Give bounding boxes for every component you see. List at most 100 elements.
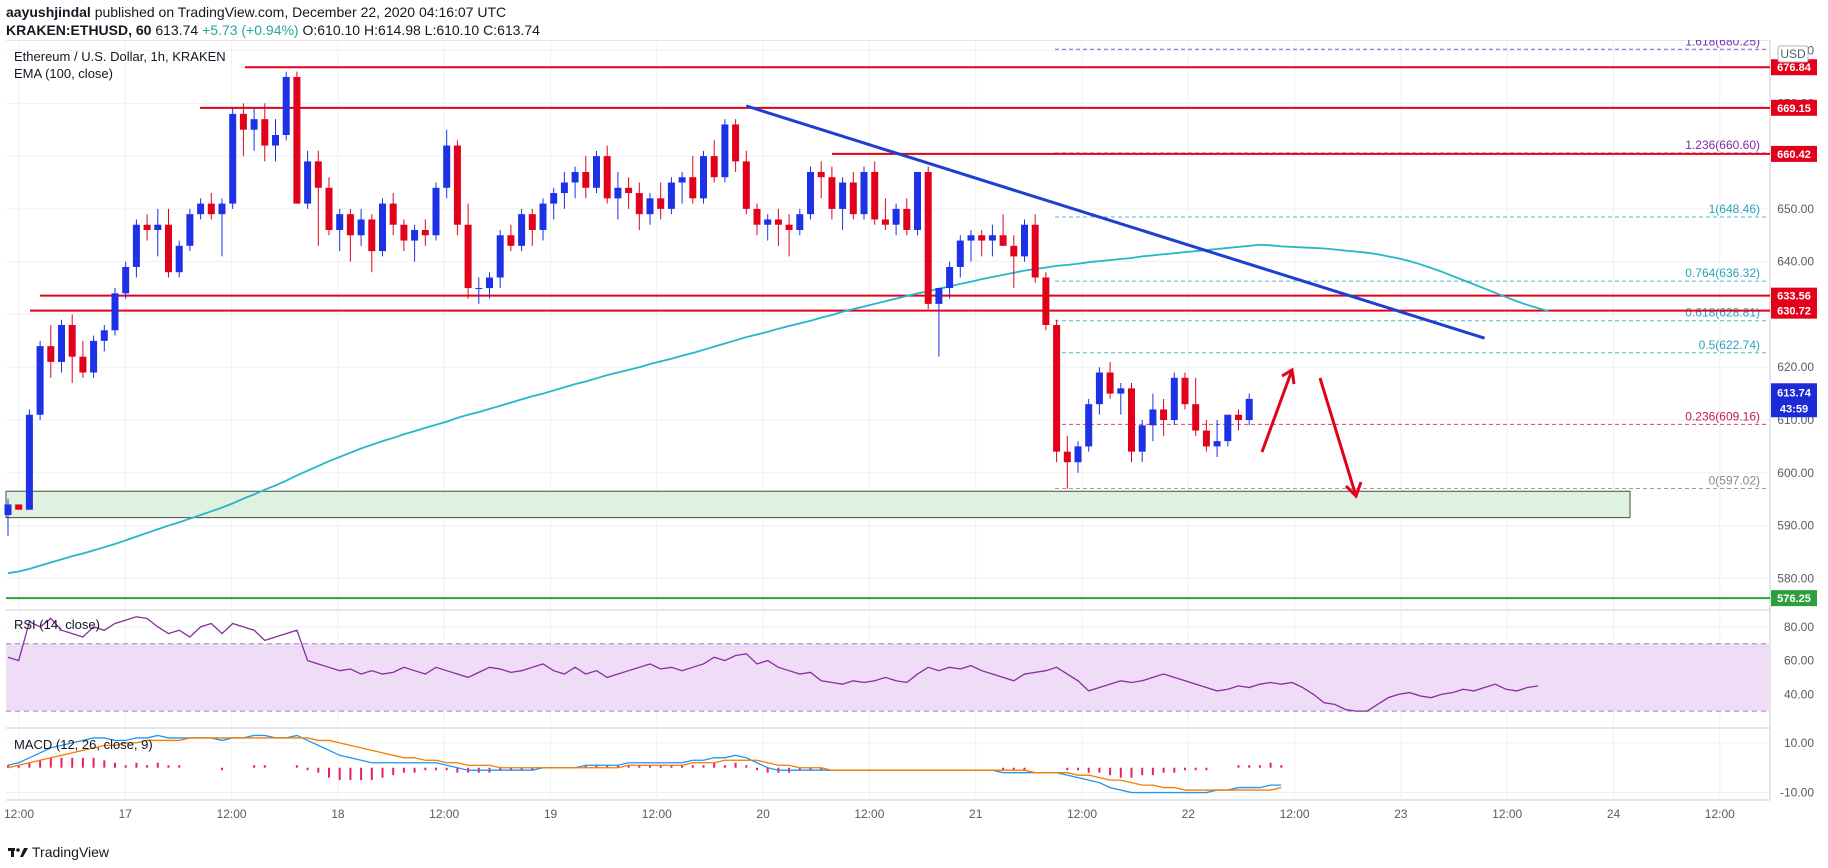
candle-body	[764, 219, 772, 225]
candle-body	[539, 203, 547, 230]
candle-body	[443, 145, 451, 188]
annotation-layer-front	[745, 104, 1486, 499]
time-tick-label: 12:00	[642, 807, 672, 821]
ema-100-line	[7, 243, 1550, 574]
chart-area[interactable]: 1.618(680.25) 1.236(660.60) 1(648.46) 0.764…	[0, 40, 1828, 836]
candle-body	[36, 346, 44, 415]
candle-body	[250, 119, 258, 130]
candle-body	[100, 330, 108, 341]
candle-body	[614, 187, 622, 199]
candle-body	[486, 277, 493, 289]
price-tag	[1771, 590, 1817, 607]
time-tick-label: 20	[756, 807, 770, 821]
time-tick-label: 12:00	[1492, 807, 1522, 821]
candle-body	[710, 156, 718, 178]
candle-body	[336, 214, 344, 230]
candle-body	[871, 171, 879, 220]
candle-body	[25, 414, 33, 510]
fib-level-label: 1.618(680.25)	[1685, 40, 1760, 48]
candle-body	[421, 230, 429, 236]
time-tick-label: 12:00	[1280, 807, 1310, 821]
candle-body	[1053, 325, 1061, 452]
candle-body	[1213, 441, 1221, 447]
price-tag	[1771, 302, 1817, 319]
candle-body	[732, 124, 740, 162]
candle-body	[282, 76, 290, 135]
tradingview-logo-icon	[8, 848, 28, 857]
price-tag-label: 669.15	[1777, 103, 1811, 115]
candle-body	[1128, 388, 1135, 452]
fib-level-label: 0.764(636.32)	[1685, 266, 1760, 280]
candle-body	[978, 235, 986, 241]
time-tick-label: 18	[331, 807, 345, 821]
quote-line: KRAKEN:ETHUSD, 60 613.74 +5.73 (+0.94%) …	[6, 22, 540, 38]
legend-layer: Ethereum / U.S. Dollar, 1h, KRAKEN EMA (…	[14, 49, 226, 752]
candle-body	[154, 224, 162, 230]
price-tag	[1771, 287, 1817, 304]
candle-body	[507, 235, 515, 246]
candle-body	[304, 161, 312, 204]
candle-body	[389, 203, 397, 225]
candle-body	[90, 340, 98, 373]
candle-body	[892, 208, 900, 225]
tradingview-brand[interactable]: TradingView	[32, 844, 110, 860]
candle-body	[817, 171, 825, 178]
candle-body	[1042, 277, 1050, 325]
candle-body	[625, 187, 633, 194]
candle-body	[721, 124, 729, 178]
candle-body	[464, 224, 472, 289]
candle-body	[346, 214, 354, 236]
macd-line	[7, 734, 1282, 794]
candle-body	[1235, 414, 1242, 420]
candle-body	[988, 235, 996, 241]
candle-body	[689, 177, 697, 199]
candle-body	[218, 203, 226, 215]
candle-body	[1181, 377, 1189, 405]
candle-body	[999, 235, 1007, 246]
time-tick-label: 12:00	[217, 807, 247, 821]
candle-body	[1063, 451, 1071, 463]
time-tick-label: 12:00	[854, 807, 884, 821]
macd-tick-label: 10.00	[1784, 736, 1814, 750]
author-name[interactable]: aayushjindal	[6, 4, 91, 20]
fib-level-label: 0.236(609.16)	[1685, 409, 1760, 423]
candle-body	[774, 219, 782, 225]
price-tag	[1771, 59, 1817, 76]
ema-legend: EMA (100, close)	[14, 66, 113, 81]
candle-body	[1031, 224, 1039, 278]
candle-body	[967, 235, 975, 241]
candle-body	[1106, 372, 1114, 394]
currency-label: USD	[1780, 47, 1806, 61]
candle-body	[15, 504, 23, 510]
candle-body	[753, 208, 761, 225]
time-tick-label: 24	[1607, 807, 1621, 821]
candle-body	[79, 356, 87, 373]
candle-body	[956, 240, 964, 267]
time-tick-label: 12:00	[429, 807, 459, 821]
candle-body	[914, 171, 921, 230]
candle-body	[807, 171, 814, 215]
candle-body	[496, 235, 504, 278]
candle-body	[646, 198, 654, 215]
ema-line-layer	[7, 243, 1550, 574]
signal-line	[7, 737, 1282, 791]
candle-body	[678, 177, 686, 183]
candle-body	[528, 214, 536, 230]
candle-body	[924, 171, 932, 304]
fib-level-label: 0(597.02)	[1709, 474, 1760, 488]
fib-level-label: 1(648.46)	[1709, 202, 1760, 216]
candle-body	[122, 266, 130, 294]
price-tick-label: 650.00	[1777, 202, 1814, 216]
price-tick-label: 590.00	[1777, 519, 1814, 533]
price-tag	[1771, 145, 1817, 162]
projection-arrow-up	[1260, 367, 1296, 453]
candle-body	[58, 325, 65, 362]
time-tick-label: 12:00	[1705, 807, 1735, 821]
price-tick-label: 640.00	[1777, 255, 1814, 269]
publication-header: aayushjindal published on TradingView.co…	[0, 0, 1828, 40]
rsi-tick-label: 40.00	[1784, 687, 1814, 701]
candle-body	[325, 187, 333, 230]
currency-box[interactable]	[1777, 45, 1809, 63]
candle-body	[1117, 388, 1125, 394]
candle-body	[593, 156, 600, 188]
